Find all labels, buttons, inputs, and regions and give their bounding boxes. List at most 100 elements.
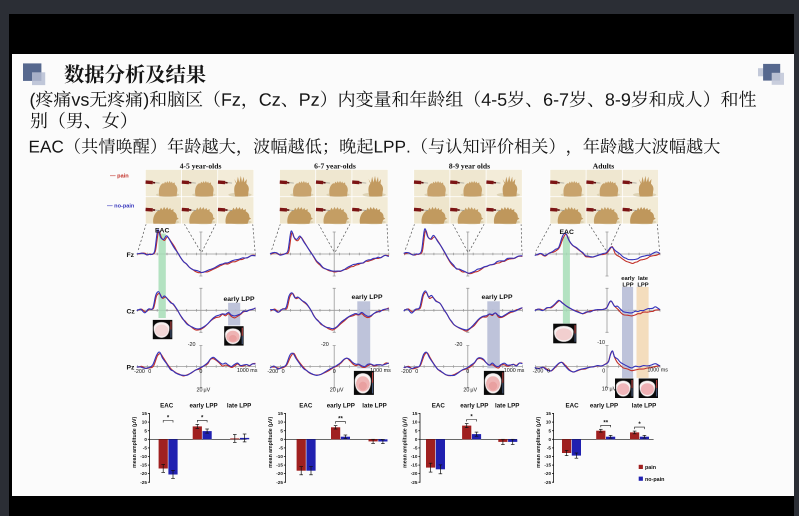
svg-text:-200: -200 [267, 369, 278, 375]
svg-text:5: 5 [548, 428, 551, 433]
svg-text:-25: -25 [276, 480, 283, 485]
svg-text:5: 5 [144, 428, 147, 433]
svg-text:-20: -20 [276, 471, 283, 476]
svg-text:5: 5 [280, 428, 283, 433]
svg-text:early LPP: early LPP [327, 403, 355, 410]
svg-text:-10: -10 [411, 454, 418, 459]
svg-text:early LPP: early LPP [224, 296, 255, 303]
svg-text:mean amplitude (μV): mean amplitude (μV) [402, 417, 408, 468]
svg-text:*: * [638, 422, 641, 428]
svg-text:-20: -20 [321, 342, 329, 348]
svg-text:-20: -20 [411, 471, 418, 476]
svg-text:1000 ms: 1000 ms [237, 368, 258, 374]
svg-text:-10: -10 [597, 340, 605, 346]
svg-text:LPP: LPP [622, 283, 633, 289]
svg-text:EAC: EAC [299, 403, 313, 410]
svg-text:10: 10 [602, 387, 608, 393]
svg-text:15: 15 [412, 411, 418, 416]
svg-text:-10: -10 [544, 454, 551, 459]
svg-text:15: 15 [546, 411, 552, 416]
svg-text:-200: -200 [401, 369, 412, 375]
svg-text:-15: -15 [411, 463, 418, 468]
svg-text:15: 15 [142, 411, 148, 416]
svg-text:0: 0 [415, 369, 418, 375]
svg-text:late LPP: late LPP [362, 403, 386, 410]
svg-text:early LPP: early LPP [482, 294, 513, 301]
svg-text:EAC: EAC [432, 403, 446, 410]
svg-text:-10: -10 [276, 454, 283, 459]
svg-text:-20: -20 [544, 471, 551, 476]
svg-text:early: early [621, 276, 635, 282]
svg-text:0: 0 [280, 437, 283, 442]
svg-text:20: 20 [330, 388, 336, 394]
svg-text:10: 10 [278, 420, 284, 425]
svg-text:-200: -200 [533, 369, 544, 375]
svg-text:0: 0 [282, 369, 285, 375]
svg-text:0: 0 [602, 369, 605, 375]
svg-text:late LPP: late LPP [495, 403, 519, 410]
svg-text:10: 10 [412, 420, 418, 425]
svg-text:20: 20 [463, 388, 469, 394]
svg-text:late: late [638, 276, 649, 282]
svg-text:EAC: EAC [560, 229, 574, 236]
svg-text:Pz: Pz [127, 365, 136, 372]
svg-text:-25: -25 [544, 480, 551, 485]
svg-text:**: ** [338, 417, 343, 423]
svg-text:-200: -200 [134, 369, 145, 375]
svg-text:-15: -15 [544, 463, 551, 468]
svg-text:1000 ms: 1000 ms [370, 368, 391, 374]
svg-text:μV: μV [610, 387, 617, 393]
svg-text:-5: -5 [279, 446, 284, 451]
svg-text:4-5 year-olds: 4-5 year-olds [180, 161, 222, 170]
svg-text:mean amplitude (μV): mean amplitude (μV) [132, 417, 138, 468]
svg-text:20: 20 [197, 388, 203, 394]
svg-text:pain: pain [645, 465, 656, 471]
svg-text:0: 0 [144, 437, 147, 442]
svg-text:0: 0 [199, 369, 202, 375]
svg-text:-20: -20 [188, 342, 196, 348]
svg-text:mean amplitude (μV): mean amplitude (μV) [536, 417, 542, 468]
svg-text:no-pain: no-pain [645, 477, 664, 483]
svg-text:mean amplitude (μV): mean amplitude (μV) [268, 417, 274, 468]
svg-text:0: 0 [415, 437, 418, 442]
svg-text:— pain: — pain [110, 174, 129, 180]
svg-text:late LPP: late LPP [632, 403, 656, 410]
svg-text:-20: -20 [455, 342, 463, 348]
svg-text:-15: -15 [140, 463, 147, 468]
svg-text:-5: -5 [547, 446, 552, 451]
svg-text:0: 0 [333, 369, 336, 375]
svg-text:0: 0 [148, 369, 151, 375]
svg-text:μV: μV [337, 388, 344, 394]
svg-text:0: 0 [548, 437, 551, 442]
svg-text:early LPP: early LPP [590, 403, 618, 410]
svg-text:15: 15 [278, 411, 284, 416]
svg-text:5: 5 [415, 428, 418, 433]
svg-text:μV: μV [470, 388, 477, 394]
svg-text:10: 10 [546, 420, 552, 425]
svg-text:8-9 year olds: 8-9 year olds [449, 161, 490, 170]
svg-text:1000 ms: 1000 ms [647, 368, 668, 374]
svg-text:-25: -25 [411, 480, 418, 485]
svg-text:-5: -5 [413, 446, 418, 451]
svg-text:EAC: EAC [155, 228, 169, 235]
svg-text:-20: -20 [140, 471, 147, 476]
svg-text:*: * [167, 416, 170, 422]
svg-text:early LPP: early LPP [352, 294, 383, 301]
svg-text:LPP: LPP [637, 283, 648, 289]
svg-text:0: 0 [547, 369, 550, 375]
svg-text:-10: -10 [140, 454, 147, 459]
svg-text:6-7 year-olds: 6-7 year-olds [314, 161, 356, 170]
svg-text:0: 0 [466, 369, 469, 375]
svg-text:*: * [201, 415, 204, 421]
svg-text:-5: -5 [143, 446, 148, 451]
svg-text:-15: -15 [276, 463, 283, 468]
svg-text:Cz: Cz [127, 308, 136, 315]
svg-text:-25: -25 [140, 480, 147, 485]
svg-text:*: * [470, 415, 473, 421]
svg-text:early LPP: early LPP [189, 403, 217, 410]
svg-text:μV: μV [204, 388, 211, 394]
svg-text:late LPP: late LPP [227, 403, 251, 410]
svg-text:Adults: Adults [593, 161, 615, 170]
svg-text:EAC: EAC [160, 403, 174, 410]
svg-text:1000 ms: 1000 ms [504, 368, 525, 374]
